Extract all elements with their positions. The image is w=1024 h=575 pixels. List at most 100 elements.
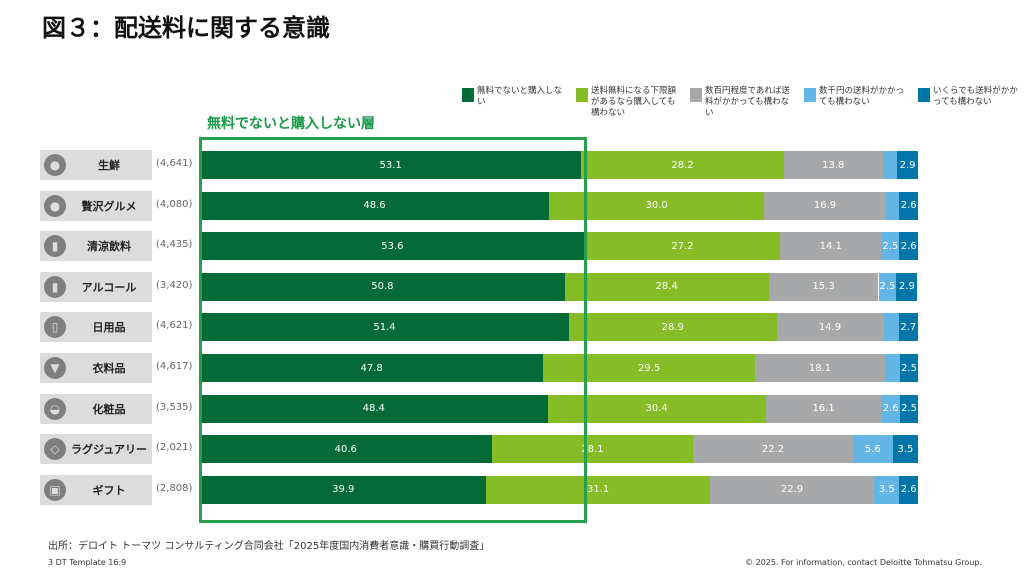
legend-swatch xyxy=(918,88,930,102)
bar-segment: 51.4 xyxy=(200,313,570,342)
sample-size: (2,021) xyxy=(156,442,193,454)
bar-segment: 2.9 xyxy=(897,151,918,179)
bottle-icon: ▮ xyxy=(44,275,66,298)
category-label: ▮ アルコール xyxy=(40,271,152,302)
bar-segment: 50.8 xyxy=(200,272,565,301)
bar-segment: 16.1 xyxy=(765,394,882,423)
sample-size: (3,535) xyxy=(156,401,193,413)
bar-segment: 15.3 xyxy=(768,272,879,301)
category-label: ▯ 日用品 xyxy=(40,312,152,343)
bar-row: ▣ ギフト (2,808) 39.9 31.1 22.9 3.5 2.6 xyxy=(0,474,1024,505)
bar-segment: 48.6 xyxy=(200,191,549,220)
bar-segment: 39.9 xyxy=(200,475,487,504)
category-label: ◒ 化粧品 xyxy=(40,393,152,424)
category-label: ● 贅沢グルメ xyxy=(40,190,152,221)
bar-segment: 48.4 xyxy=(200,394,548,423)
legend-label: 無料でないと購入しない xyxy=(477,86,563,107)
sample-size: (4,621) xyxy=(156,320,193,332)
apple-icon: ● xyxy=(44,194,66,217)
bar-segment: 2.7 xyxy=(898,313,918,342)
legend-swatch xyxy=(462,88,474,102)
bar-segment: 28.9 xyxy=(569,313,777,342)
bar-segment: 2.5 xyxy=(900,394,918,423)
category-label: ▮ 清涼飲料 xyxy=(40,231,152,262)
page-title: 図３：配送料に関する意識 xyxy=(42,14,330,42)
legend-item: いくらでも送料がかかっても構わない xyxy=(918,86,1024,119)
bar-row: ▮ 清涼飲料 (4,435) 53.6 27.2 14.1 2.5 2.6 xyxy=(0,231,1024,262)
sample-size: (4,080) xyxy=(156,198,193,210)
bar-segment xyxy=(882,151,898,179)
sample-size: (2,808) xyxy=(156,482,193,494)
category-label: ▼ 衣料品 xyxy=(40,353,152,383)
bar-row: ● 贅沢グルメ (4,080) 48.6 30.0 16.9 2.6 xyxy=(0,190,1024,221)
bar-segment: 47.8 xyxy=(200,354,544,382)
bar-segment: 13.8 xyxy=(783,151,883,179)
sample-size: (4,435) xyxy=(156,239,193,251)
bar-segment: 2.6 xyxy=(899,191,918,220)
bar-segment: 2.6 xyxy=(899,475,918,504)
category-label: ● 生鮮 xyxy=(40,150,152,180)
legend-label: いくらでも送料がかかっても構わない xyxy=(933,86,1018,107)
bar-segment: 3.5 xyxy=(892,435,918,464)
bar-segment: 2.5 xyxy=(878,272,897,301)
legend-item: 数千円の送料がかかっても構わない xyxy=(804,86,910,119)
sample-size: (3,420) xyxy=(156,279,193,291)
bar-segment: 14.9 xyxy=(776,313,884,342)
bar-row: ◒ 化粧品 (3,535) 48.4 30.4 16.1 2.6 2.5 xyxy=(0,393,1024,424)
bar-segment: 28.1 xyxy=(491,435,694,464)
legend-label: 送料無料になる下限額があるなら購入しても構わない xyxy=(591,86,677,118)
spray-bottle-icon: ▯ xyxy=(44,316,66,339)
diamond-icon: ◇ xyxy=(44,438,66,461)
footer-copyright: © 2025. For information, contact Deloitt… xyxy=(745,558,982,567)
bar-segment: 29.5 xyxy=(543,354,755,382)
bar-segment: 2.6 xyxy=(881,394,901,423)
legend-item: 送料無料になる下限額があるなら購入しても構わない xyxy=(576,86,682,119)
legend-label: 数千円の送料がかかっても構わない xyxy=(819,86,905,107)
shirt-icon: ▼ xyxy=(44,357,66,379)
chart-legend: 無料でないと購入しない 送料無料になる下限額があるなら購入しても構わない 数百円程度… xyxy=(462,86,1024,119)
bar-row: ◇ ラグジュアリー (2,021) 40.6 28.1 22.2 5.6 3.5 xyxy=(0,434,1024,465)
bar-segment xyxy=(884,354,901,382)
bar-segment: 22.2 xyxy=(693,435,853,464)
bar-segment: 3.5 xyxy=(874,475,900,504)
bar-segment: 53.1 xyxy=(200,151,582,179)
legend-item: 無料でないと購入しない xyxy=(462,86,568,119)
category-label: ▣ ギフト xyxy=(40,474,152,505)
footer-left: 3 DT Template 16:9 xyxy=(48,558,127,567)
sample-size: (4,641) xyxy=(156,158,193,169)
bar-row: ▼ 衣料品 (4,617) 47.8 29.5 18.1 2.5 xyxy=(0,353,1024,383)
bar-segment: 2.6 xyxy=(899,232,918,261)
gift-icon: ▣ xyxy=(44,478,66,501)
sample-size: (4,617) xyxy=(156,361,193,372)
legend-swatch xyxy=(690,88,702,102)
bar-segment: 2.5 xyxy=(881,232,900,261)
legend-swatch xyxy=(576,88,588,102)
category-label: ◇ ラグジュアリー xyxy=(40,434,152,465)
bar-segment: 40.6 xyxy=(200,435,492,464)
bar-segment: 2.9 xyxy=(896,272,918,301)
bar-segment: 22.9 xyxy=(709,475,875,504)
bar-segment: 28.2 xyxy=(581,151,784,179)
legend-label: 数百円程度であれば送料がかかっても構わない xyxy=(705,86,790,118)
highlight-label: 無料でないと購入しない層 xyxy=(207,116,375,132)
bar-segment: 16.9 xyxy=(764,191,886,220)
bar-row: ▯ 日用品 (4,621) 51.4 28.9 14.9 2.7 xyxy=(0,312,1024,343)
bar-segment: 30.4 xyxy=(547,394,766,423)
bar-segment: 14.1 xyxy=(780,232,882,261)
bottle-icon: ▮ xyxy=(44,235,66,258)
source-note: 出所：デロイト トーマツ コンサルティング合同会社「2025年度国内消費者意識・… xyxy=(48,541,490,552)
legend-swatch xyxy=(804,88,816,102)
bar-segment: 5.6 xyxy=(852,435,893,464)
bar-segment: 28.4 xyxy=(564,272,769,301)
bar-segment: 30.0 xyxy=(548,191,765,220)
bar-segment: 31.1 xyxy=(486,475,710,504)
bar-segment: 53.6 xyxy=(200,232,585,261)
bar-segment xyxy=(883,313,899,342)
bar-segment xyxy=(885,191,900,220)
apple-icon: ● xyxy=(44,154,66,176)
legend-item: 数百円程度であれば送料がかかっても構わない xyxy=(690,86,796,119)
bar-segment: 18.1 xyxy=(755,354,885,382)
perfume-icon: ◒ xyxy=(44,397,66,420)
bar-row: ● 生鮮 (4,641) 53.1 28.2 13.8 2.9 xyxy=(0,150,1024,180)
bar-segment: 2.5 xyxy=(900,354,918,382)
